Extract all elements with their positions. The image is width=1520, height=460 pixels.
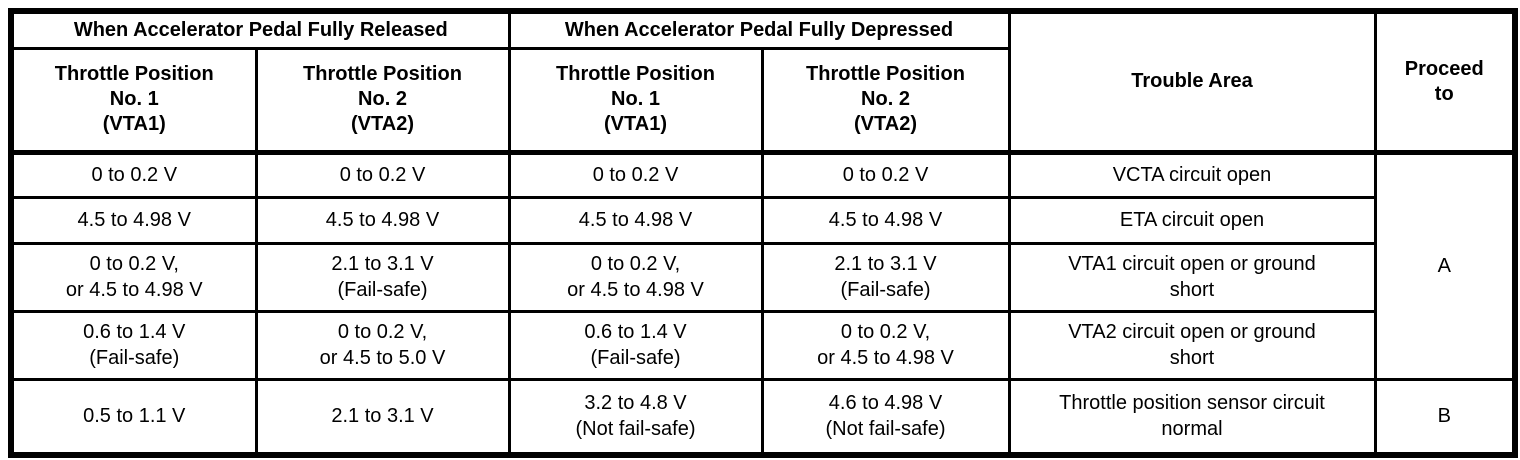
table-row-vcta-open: 0 to 0.2 V 0 to 0.2 V 0 to 0.2 V 0 to 0.… [9, 150, 1517, 381]
cell-depressed-vta1: 4.5 to 4.98 V [507, 195, 764, 245]
header-trouble-area: Trouble Area [1007, 9, 1377, 155]
cell-released-vta2: 2.1 to 3.1 V (Fail-safe) [254, 241, 511, 313]
header-group-row: When Accelerator Pedal Fully Released Wh… [9, 9, 1517, 155]
cell-released-vta2: 0 to 0.2 V, or 4.5 to 5.0 V [254, 309, 511, 381]
cell-depressed-vta1: 0.6 to 1.4 V (Fail-safe) [507, 309, 764, 381]
cell-released-vta1: 4.5 to 4.98 V [9, 195, 258, 245]
cell-depressed-vta2: 0 to 0.2 V, or 4.5 to 4.98 V [760, 309, 1011, 381]
header-released-vta2: Throttle Position No. 2 (VTA2) [254, 46, 511, 155]
cell-depressed-vta1: 0 to 0.2 V [507, 150, 764, 199]
header-pedal-released-group: When Accelerator Pedal Fully Released [9, 9, 511, 50]
header-pedal-depressed-group: When Accelerator Pedal Fully Depressed [507, 9, 1011, 50]
cell-trouble-area: VTA1 circuit open or ground short [1007, 241, 1377, 313]
cell-trouble-area: ETA circuit open [1007, 195, 1377, 245]
cell-released-vta2: 2.1 to 3.1 V [254, 377, 511, 457]
cell-trouble-area: Throttle position sensor circuit normal [1007, 377, 1377, 457]
header-depressed-vta1: Throttle Position No. 1 (VTA1) [507, 46, 764, 155]
table-row-vta1-open: 0 to 0.2 V, or 4.5 to 4.98 V 2.1 to 3.1 … [9, 241, 1515, 313]
cell-proceed-b: B [1373, 377, 1517, 457]
cell-depressed-vta1: 3.2 to 4.8 V (Not fail-safe) [507, 377, 764, 457]
header-proceed-to: Proceed to [1373, 9, 1517, 155]
cell-released-vta2: 4.5 to 4.98 V [254, 195, 511, 245]
cell-released-vta1: 0.6 to 1.4 V (Fail-safe) [9, 309, 258, 381]
cell-depressed-vta1: 0 to 0.2 V, or 4.5 to 4.98 V [507, 241, 764, 313]
table-row-vta2-open: 0.6 to 1.4 V (Fail-safe) 0 to 0.2 V, or … [9, 309, 1515, 381]
cell-proceed-a: A [1373, 150, 1517, 381]
cell-released-vta1: 0.5 to 1.1 V [9, 377, 258, 457]
header-depressed-vta2: Throttle Position No. 2 (VTA2) [760, 46, 1011, 155]
cell-depressed-vta2: 4.6 to 4.98 V (Not fail-safe) [760, 377, 1011, 457]
cell-released-vta2: 0 to 0.2 V [254, 150, 511, 199]
cell-trouble-area: VTA2 circuit open or ground short [1007, 309, 1377, 381]
header-sub-row: Throttle Position No. 1 (VTA1) Throttle … [9, 46, 1515, 155]
cell-trouble-area: VCTA circuit open [1007, 150, 1377, 199]
table-body: 0 to 0.2 V 0 to 0.2 V 0 to 0.2 V 0 to 0.… [9, 150, 1517, 457]
table-row-eta-open: 4.5 to 4.98 V 4.5 to 4.98 V 4.5 to 4.98 … [9, 195, 1515, 245]
cell-depressed-vta2: 0 to 0.2 V [760, 150, 1011, 199]
cell-released-vta1: 0 to 0.2 V [9, 150, 258, 199]
cell-depressed-vta2: 2.1 to 3.1 V (Fail-safe) [760, 241, 1011, 313]
table-header: When Accelerator Pedal Fully Released Wh… [9, 9, 1517, 155]
table-row-sensor-normal: 0.5 to 1.1 V 2.1 to 3.1 V 3.2 to 4.8 V (… [9, 377, 1517, 457]
header-released-vta1: Throttle Position No. 1 (VTA1) [9, 46, 258, 155]
throttle-position-diagnostic-table: When Accelerator Pedal Fully Released Wh… [8, 8, 1518, 458]
cell-depressed-vta2: 4.5 to 4.98 V [760, 195, 1011, 245]
cell-released-vta1: 0 to 0.2 V, or 4.5 to 4.98 V [9, 241, 258, 313]
